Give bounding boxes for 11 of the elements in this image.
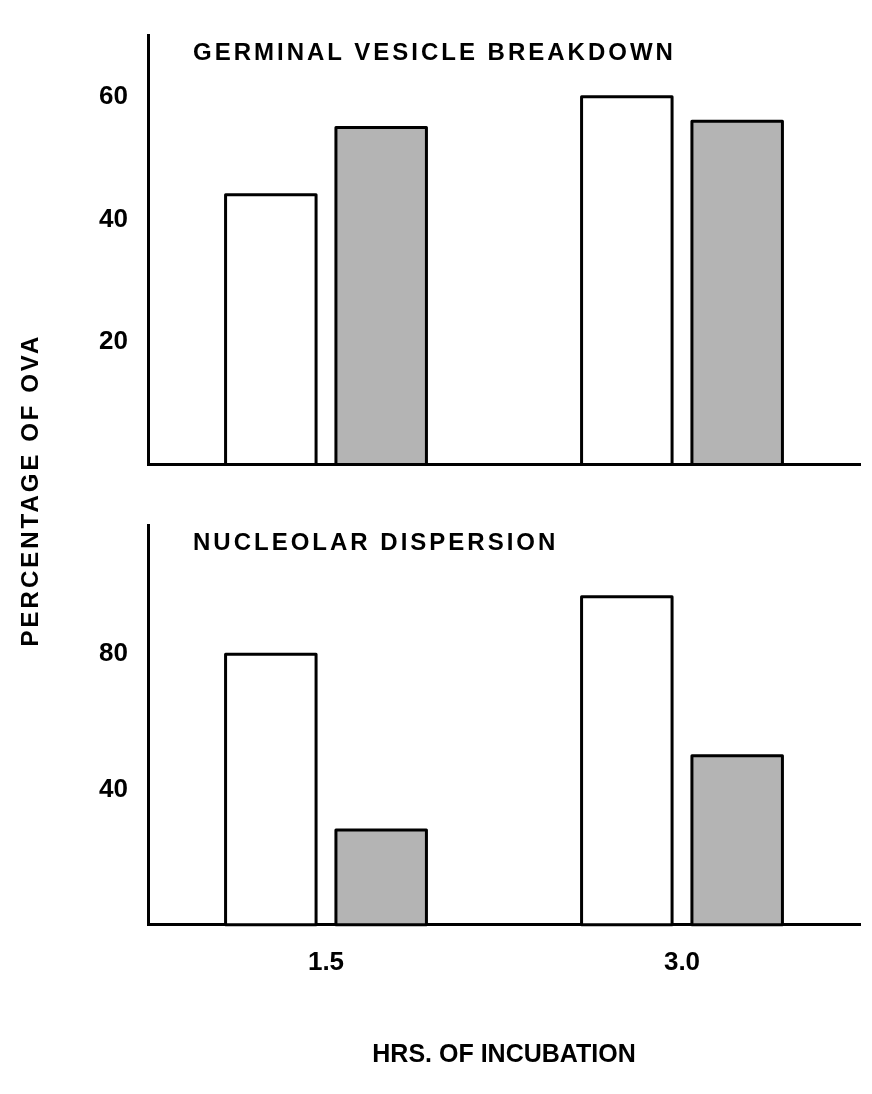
chart-title: GERMINAL VESICLE BREAKDOWN — [193, 38, 676, 66]
x-axis-title: HRS. OF INCUBATION — [372, 1038, 636, 1067]
y-tick-label: 40 — [99, 772, 128, 803]
x-tick-label: 1.5 — [307, 945, 345, 976]
y-tick-label: 80 — [99, 637, 128, 668]
chart-title: NUCLEOLAR DISPERSION — [193, 528, 559, 556]
y-axis-title: PERCENTAGE OF OVA — [16, 333, 44, 647]
y-tick-label: 60 — [99, 80, 128, 111]
x-tick-label: 3.0 — [663, 945, 701, 976]
y-tick-label: 20 — [99, 325, 128, 356]
y-tick-label: 40 — [99, 202, 128, 233]
